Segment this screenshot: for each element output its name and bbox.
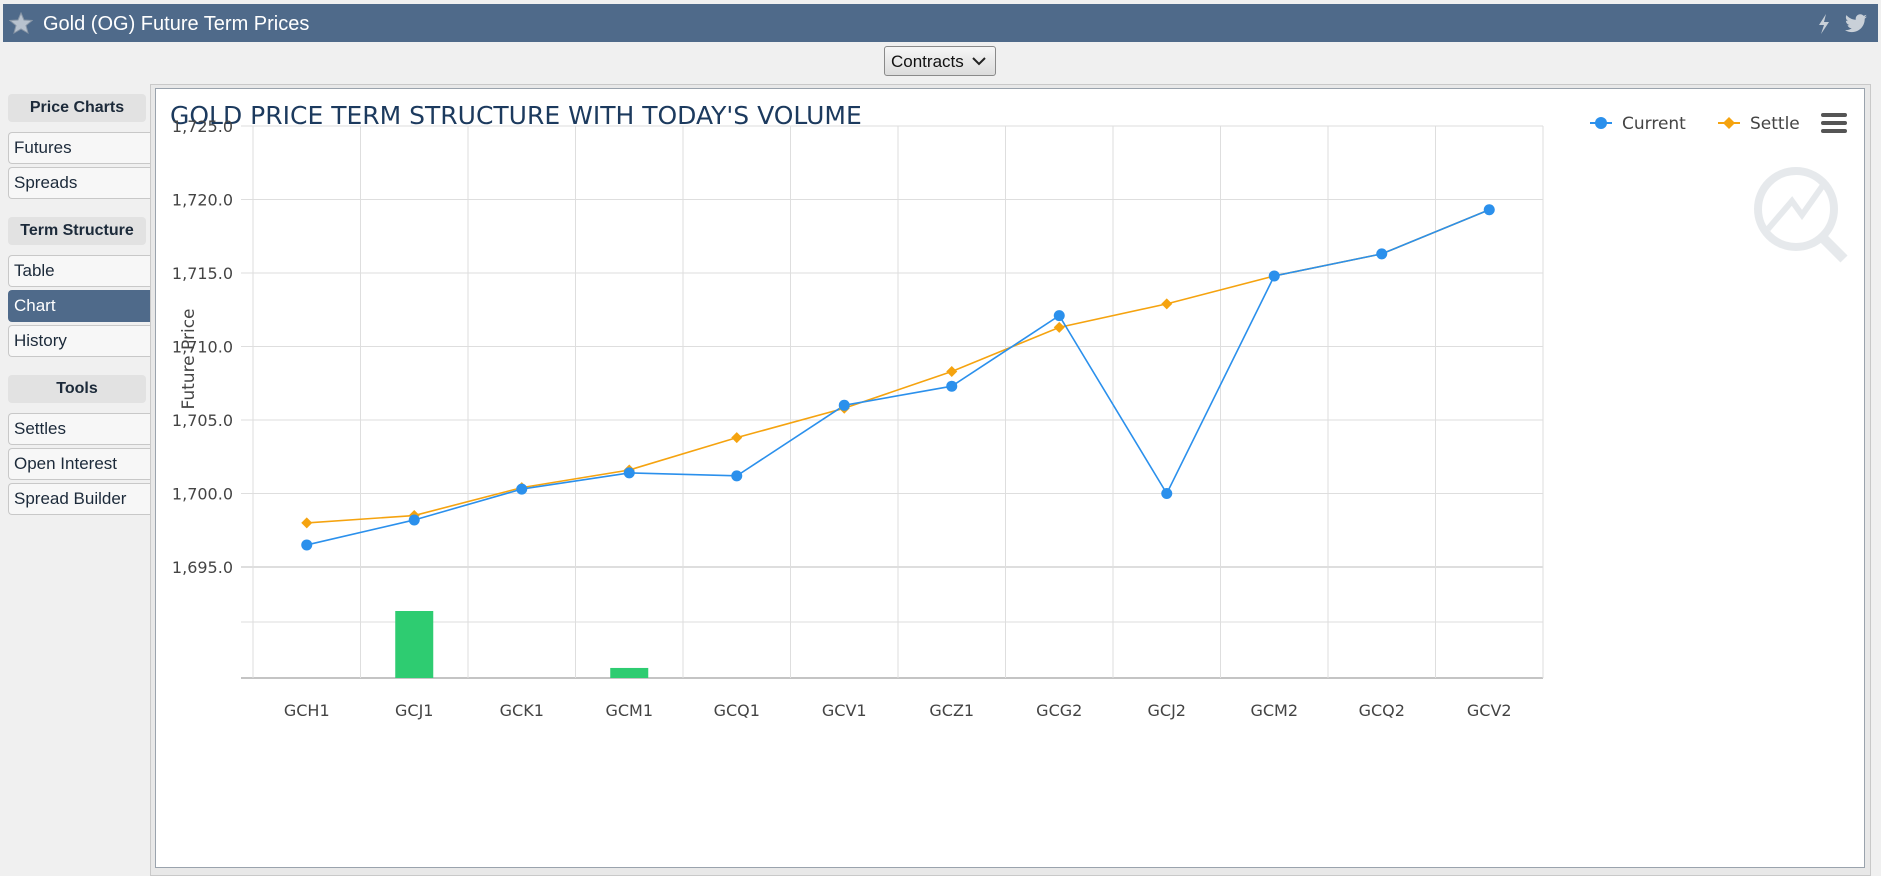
- x-tick-label: GCM2: [1250, 701, 1298, 720]
- point-current[interactable]: [1268, 270, 1280, 282]
- legend-marker-settle: [1723, 117, 1735, 129]
- y-tick-label: 1,720.0: [172, 191, 233, 210]
- point-settle[interactable]: [301, 517, 313, 529]
- chart-panel: GOLD PRICE TERM STRUCTURE WITH TODAY'S V…: [155, 88, 1865, 868]
- section-price-charts: Price Charts: [8, 94, 146, 122]
- volume-bar[interactable]: [610, 667, 649, 678]
- x-tick-label: GCQ1: [714, 701, 760, 720]
- term-structure-chart: GOLD PRICE TERM STRUCTURE WITH TODAY'S V…: [170, 101, 1848, 720]
- x-tick-label: GCJ1: [395, 701, 433, 720]
- y-tick-label: 1,705.0: [172, 411, 233, 430]
- x-tick-label: GCV1: [822, 701, 867, 720]
- point-current[interactable]: [946, 380, 958, 392]
- y-tick-label: 1,725.0: [172, 117, 233, 136]
- favorite-star-icon[interactable]: [9, 12, 33, 34]
- point-current[interactable]: [731, 470, 743, 482]
- sidebar-item-spread-builder[interactable]: Spread Builder: [8, 483, 150, 515]
- y-axis-label: Future Price: [179, 308, 199, 409]
- point-current[interactable]: [838, 399, 850, 411]
- sidebar-item-futures[interactable]: Futures: [8, 132, 150, 164]
- point-current[interactable]: [1483, 204, 1495, 216]
- title-bar: Gold (OG) Future Term Prices: [3, 4, 1878, 42]
- volume-bar[interactable]: [395, 611, 434, 678]
- point-current[interactable]: [1376, 248, 1388, 260]
- y-tick-label: 1,700.0: [172, 485, 233, 504]
- point-current[interactable]: [301, 539, 313, 551]
- chevron-down-icon: [972, 57, 986, 66]
- x-tick-label: GCJ2: [1148, 701, 1186, 720]
- menu-icon[interactable]: [1821, 113, 1847, 133]
- chart-title: GOLD PRICE TERM STRUCTURE WITH TODAY'S V…: [170, 101, 862, 130]
- legend-marker-current: [1595, 117, 1607, 129]
- legend-item-current[interactable]: Current: [1590, 114, 1686, 134]
- chart-legend[interactable]: Current Settle: [1590, 114, 1800, 134]
- contracts-label: Contracts: [891, 52, 964, 71]
- legend-item-settle[interactable]: Settle: [1718, 114, 1800, 134]
- x-tick-label: GCM1: [605, 701, 653, 720]
- section-term-structure: Term Structure: [8, 217, 146, 245]
- sidebar-item-spreads[interactable]: Spreads: [8, 167, 150, 199]
- y-tick-label: 1,710.0: [172, 338, 233, 357]
- point-current[interactable]: [1053, 310, 1065, 322]
- section-tools: Tools: [8, 375, 146, 403]
- sidebar-item-open-interest[interactable]: Open Interest: [8, 448, 150, 480]
- x-tick-label: GCH1: [284, 701, 330, 720]
- y-tick-label: 1,695.0: [172, 558, 233, 577]
- x-tick-label: GCZ1: [929, 701, 974, 720]
- contracts-dropdown[interactable]: Contracts: [884, 46, 996, 76]
- watermark-logo-icon: [1754, 167, 1848, 263]
- sidebar-item-chart[interactable]: Chart: [8, 290, 150, 322]
- page-title: Gold (OG) Future Term Prices: [43, 13, 310, 35]
- point-settle[interactable]: [946, 365, 958, 377]
- sidebar-item-settles[interactable]: Settles: [8, 413, 150, 445]
- point-settle[interactable]: [1053, 321, 1065, 333]
- sidebar-item-table[interactable]: Table: [8, 255, 150, 287]
- legend-label-settle: Settle: [1750, 114, 1800, 134]
- y-tick-label: 1,715.0: [172, 264, 233, 283]
- x-tick-label: GCQ2: [1359, 701, 1405, 720]
- legend-label-current: Current: [1622, 114, 1686, 134]
- twitter-icon[interactable]: [1844, 14, 1868, 34]
- sidebar-item-history[interactable]: History: [8, 325, 150, 357]
- lightning-icon[interactable]: [1816, 13, 1832, 35]
- point-settle[interactable]: [731, 432, 743, 444]
- point-current[interactable]: [516, 483, 528, 495]
- point-settle[interactable]: [1161, 298, 1173, 310]
- point-current[interactable]: [623, 467, 635, 479]
- x-tick-label: GCV2: [1467, 701, 1512, 720]
- point-current[interactable]: [408, 514, 420, 526]
- x-tick-label: GCG2: [1036, 701, 1082, 720]
- point-current[interactable]: [1161, 488, 1173, 499]
- x-tick-label: GCK1: [500, 701, 544, 720]
- series-line-current: [306, 209, 1490, 546]
